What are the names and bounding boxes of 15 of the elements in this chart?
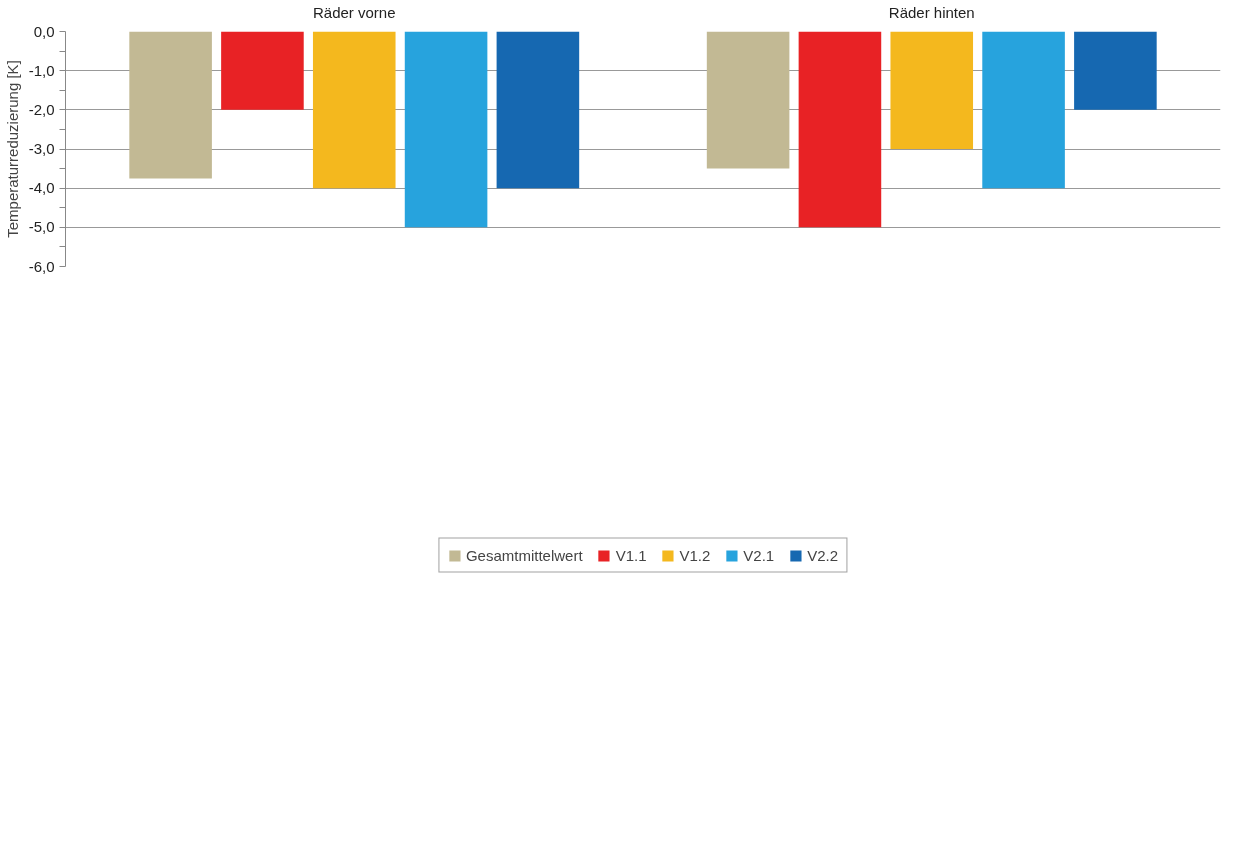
legend-label: V2.1 — [743, 546, 775, 564]
legend-label: Gesamtmittelwert — [465, 546, 583, 564]
y-tick-label: -2,0 — [28, 100, 55, 118]
y-tick-label: -4,0 — [28, 179, 55, 197]
y-axis-title: Temperaturreduzierung [K] — [3, 60, 21, 238]
y-tick-label: -6,0 — [28, 257, 55, 275]
x-tick-label: Räder vorne — [312, 3, 396, 21]
legend-label: V1.2 — [679, 546, 711, 564]
x-tick-label: Räder hinten — [888, 3, 975, 21]
legend-label: V2.2 — [807, 546, 839, 564]
y-tick-label: -1,0 — [28, 61, 55, 79]
y-tick-label: 0,0 — [33, 22, 55, 40]
y-tick-label: -3,0 — [28, 140, 55, 157]
legend-label: V1.1 — [615, 546, 647, 564]
y-tick-label: -5,0 — [28, 218, 55, 236]
